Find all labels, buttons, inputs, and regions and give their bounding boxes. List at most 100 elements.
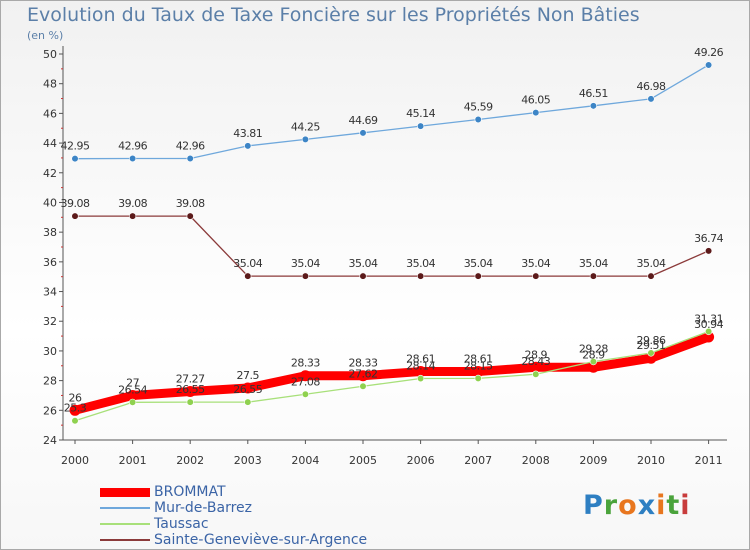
data-label: 44.25 xyxy=(291,120,320,133)
series-point-2 xyxy=(244,398,252,406)
legend-swatch xyxy=(100,523,150,525)
logo-letter: i xyxy=(656,490,667,521)
series-point-1 xyxy=(129,154,137,163)
series-point-1 xyxy=(589,102,598,110)
data-label: 30.94 xyxy=(694,318,723,331)
data-label: 39.08 xyxy=(118,197,147,210)
chart-legend: BROMMAT Mur-de-Barrez Taussac Sainte-Genevi… xyxy=(100,484,367,548)
y-tick-label: 42 xyxy=(43,167,57,180)
data-label: 35.04 xyxy=(291,257,320,270)
series-point-1 xyxy=(71,155,79,163)
series-line-3 xyxy=(74,215,710,277)
data-label: 45.59 xyxy=(464,100,493,113)
data-label: 49.26 xyxy=(694,46,723,59)
x-tick-label: 2000 xyxy=(61,454,89,467)
series-point-3 xyxy=(186,212,194,220)
series-point-1 xyxy=(244,142,252,150)
legend-swatch xyxy=(100,507,150,509)
series-point-3 xyxy=(129,212,137,220)
x-tick-label: 2005 xyxy=(349,454,377,467)
data-label: 28.61 xyxy=(406,353,435,366)
series-line-0 xyxy=(70,332,714,415)
data-label: 42.96 xyxy=(176,140,205,153)
series-point-1 xyxy=(417,122,425,130)
y-tick-label: 26 xyxy=(43,404,57,417)
series-point-2 xyxy=(129,398,137,406)
data-label: 27.5 xyxy=(237,369,260,382)
series-point-1 xyxy=(474,115,482,124)
series-point-0 xyxy=(127,389,139,401)
data-label: 28.9 xyxy=(525,348,548,361)
logo-letter: t xyxy=(666,490,681,521)
legend-label: Taussac xyxy=(154,516,209,532)
proxiti-logo: Proxiti xyxy=(583,490,691,521)
data-label: 28.15 xyxy=(464,359,493,372)
series-point-3 xyxy=(417,272,425,280)
series-point-0 xyxy=(587,361,599,373)
series-point-2 xyxy=(589,358,598,366)
data-label: 26.55 xyxy=(233,383,262,396)
logo-letter: o xyxy=(618,490,638,521)
data-label: 39.08 xyxy=(176,197,205,210)
series-point-3 xyxy=(704,247,713,255)
data-label: 27 xyxy=(126,376,139,389)
series-point-3 xyxy=(71,212,79,220)
series-point-2 xyxy=(647,349,655,357)
data-label: 39.08 xyxy=(61,197,90,210)
data-label: 35.04 xyxy=(637,257,666,270)
x-tick-label: 2009 xyxy=(579,454,607,467)
series-point-2 xyxy=(417,374,425,383)
y-tick-label: 50 xyxy=(43,48,57,61)
series-point-3 xyxy=(244,272,252,280)
y-tick-label: 30 xyxy=(43,345,57,358)
x-tick-label: 2006 xyxy=(407,454,435,467)
series-point-0 xyxy=(357,370,369,382)
data-label: 35.04 xyxy=(233,257,262,270)
data-label: 46.51 xyxy=(579,87,608,100)
data-label: 29.86 xyxy=(637,334,666,347)
x-tick-label: 2003 xyxy=(234,454,262,467)
legend-swatch xyxy=(100,487,150,497)
series-point-2 xyxy=(359,382,367,390)
data-label: 28.14 xyxy=(406,360,435,373)
y-tick-label: 24 xyxy=(43,434,57,447)
series-point-0 xyxy=(530,361,542,373)
series-point-1 xyxy=(704,61,713,69)
data-label: 28.33 xyxy=(291,357,320,370)
legend-swatch xyxy=(100,539,150,541)
x-tick-label: 2010 xyxy=(637,454,665,467)
data-label: 29.28 xyxy=(579,343,608,356)
x-tick-label: 2007 xyxy=(464,454,492,467)
series-point-0 xyxy=(645,352,657,364)
data-label: 28.43 xyxy=(521,355,550,368)
y-tick-label: 48 xyxy=(43,78,57,91)
x-tick-label: 2002 xyxy=(176,454,204,467)
series-point-3 xyxy=(589,272,598,280)
data-label: 42.96 xyxy=(118,140,147,153)
data-label: 46.98 xyxy=(637,80,666,93)
series-point-2 xyxy=(301,390,310,398)
legend-item: Sainte-Geneviève-sur-Argence xyxy=(100,532,367,548)
x-tick-label: 2001 xyxy=(119,454,147,467)
y-tick-label: 46 xyxy=(43,107,57,120)
series-point-1 xyxy=(301,135,310,143)
y-tick-label: 44 xyxy=(43,137,57,150)
x-tick-label: 2004 xyxy=(291,454,319,467)
legend-label: Sainte-Geneviève-sur-Argence xyxy=(154,532,368,548)
data-label: 27.62 xyxy=(349,367,378,380)
data-label: 36.74 xyxy=(694,232,723,245)
logo-letter: r xyxy=(603,490,619,521)
data-label: 35.04 xyxy=(464,257,493,270)
series-point-0 xyxy=(299,370,311,382)
series-point-2 xyxy=(704,327,713,336)
series-point-3 xyxy=(474,272,482,280)
series-point-3 xyxy=(301,272,310,280)
series-point-2 xyxy=(186,398,194,406)
y-tick-label: 38 xyxy=(43,226,57,239)
series-point-1 xyxy=(532,109,540,117)
data-label: 35.04 xyxy=(521,257,550,270)
series-point-2 xyxy=(71,417,79,425)
data-label: 42.95 xyxy=(61,140,90,153)
